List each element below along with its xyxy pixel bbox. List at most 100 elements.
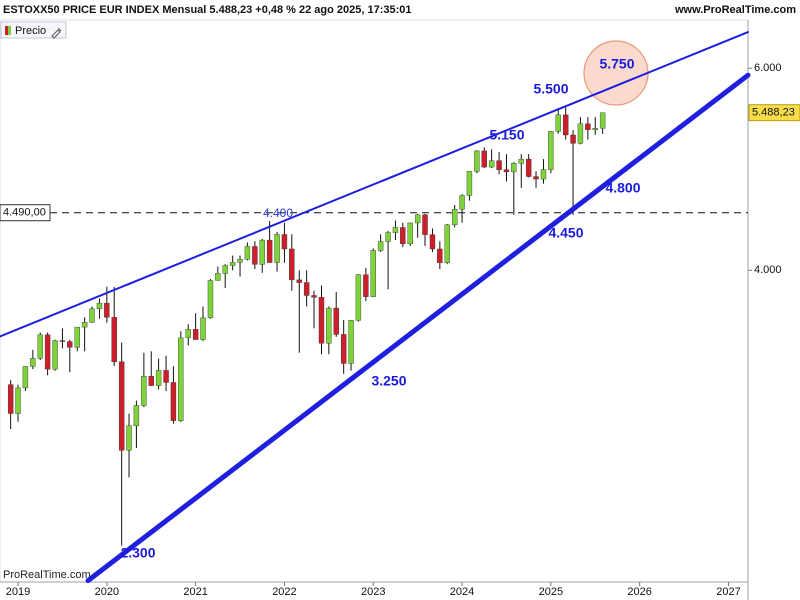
candle-body (326, 307, 332, 344)
x-tick-label: 2026 (627, 586, 651, 598)
last-price-box (748, 104, 800, 122)
candle-body (170, 382, 177, 421)
candle-body (81, 322, 88, 328)
candle-body (311, 295, 317, 298)
legend-icon-up (8, 26, 11, 35)
candle-body (303, 282, 310, 296)
candle-body (141, 376, 147, 406)
candle-body (518, 158, 524, 164)
x-tick-label: 2019 (6, 586, 30, 598)
x-tick-label: 2022 (272, 586, 296, 598)
settings-icon[interactable] (51, 27, 62, 39)
candle-body (400, 227, 406, 245)
candle-body (252, 246, 258, 265)
candle-body (444, 224, 450, 263)
last-price-label: 5.488,23 (752, 107, 795, 119)
annotation: 4.400 (263, 206, 293, 220)
annotation: 4.450 (548, 225, 583, 241)
candle-body (229, 262, 236, 266)
candle-body (111, 317, 117, 363)
site-name: www.ProRealTime.com (674, 4, 796, 16)
candle-body (266, 239, 273, 263)
candle-body (481, 150, 487, 168)
candle-body (385, 232, 391, 242)
candle-body (459, 195, 465, 210)
candle-body (281, 234, 288, 250)
annotation: 5.500 (533, 81, 568, 97)
candle-body (429, 234, 436, 250)
trendline (0, 31, 749, 338)
candle-body (67, 341, 73, 348)
candle-body (59, 340, 66, 342)
candle-body (37, 334, 43, 359)
annotation: 5.750 (599, 56, 634, 72)
candle-body (163, 370, 169, 383)
candle-body (192, 329, 199, 340)
x-tick-label: 2021 (183, 586, 207, 598)
legend-label: Precio (15, 25, 46, 37)
candle-body (259, 239, 265, 265)
horizontal-line-label-box (0, 204, 51, 222)
x-tick-label: 2024 (450, 586, 474, 598)
candle-body (437, 248, 443, 263)
candle-body (355, 274, 362, 321)
annotation: 2.300 (120, 545, 155, 561)
annotation: 5.150 (489, 127, 524, 143)
candle-body (451, 209, 458, 226)
candle-body (585, 123, 591, 130)
candle-body (392, 227, 399, 233)
candle-body (289, 248, 295, 281)
trendline (85, 72, 751, 584)
legend-icon-down (5, 26, 8, 35)
candle-body (555, 114, 561, 132)
watermark: ProRealTime.com (3, 569, 91, 581)
horizontal-line-label: 4.490,00 (3, 207, 46, 219)
candle-body (370, 250, 376, 297)
candle-body (118, 361, 125, 451)
candle-body (185, 329, 191, 339)
candle-body (126, 425, 132, 451)
candle-body (466, 171, 473, 196)
candle-body (496, 160, 502, 170)
candle-body (488, 160, 495, 168)
candle-body (52, 340, 58, 370)
candle-body (222, 265, 228, 274)
candle-body (237, 259, 243, 263)
candle-body (592, 127, 598, 130)
candle-body (340, 334, 347, 364)
annotation: 4.800 (605, 180, 640, 196)
candle-body (15, 387, 21, 414)
candle-body (44, 334, 51, 370)
x-tick-label: 2027 (716, 586, 740, 598)
candle-body (296, 279, 302, 283)
candle-body (215, 273, 221, 281)
annotation: 3.250 (371, 373, 406, 389)
candle-body (148, 376, 154, 386)
candle-body (422, 214, 428, 235)
candle-body (474, 150, 480, 172)
candle-body (30, 358, 36, 367)
legend-box[interactable] (0, 21, 67, 39)
y-tick-label: 6.000 (754, 62, 782, 74)
plot-area (0, 19, 749, 583)
candle-body (533, 176, 539, 180)
candle-body (200, 317, 206, 340)
candle-body (7, 384, 14, 414)
candle-body (570, 134, 576, 144)
candle-body (414, 214, 421, 224)
candle-body (104, 302, 110, 318)
candle-body (363, 274, 369, 297)
candle-body (318, 297, 325, 344)
candle-body (333, 307, 339, 335)
y-tick-label: 4.000 (754, 264, 782, 276)
x-tick-label: 2025 (539, 586, 563, 598)
candle-body (89, 308, 95, 323)
candle-body (562, 114, 569, 136)
candle-body (155, 370, 162, 386)
candle-body (96, 302, 103, 309)
candle-body (133, 405, 140, 426)
candle-body (599, 112, 606, 129)
candle-body (348, 320, 354, 364)
